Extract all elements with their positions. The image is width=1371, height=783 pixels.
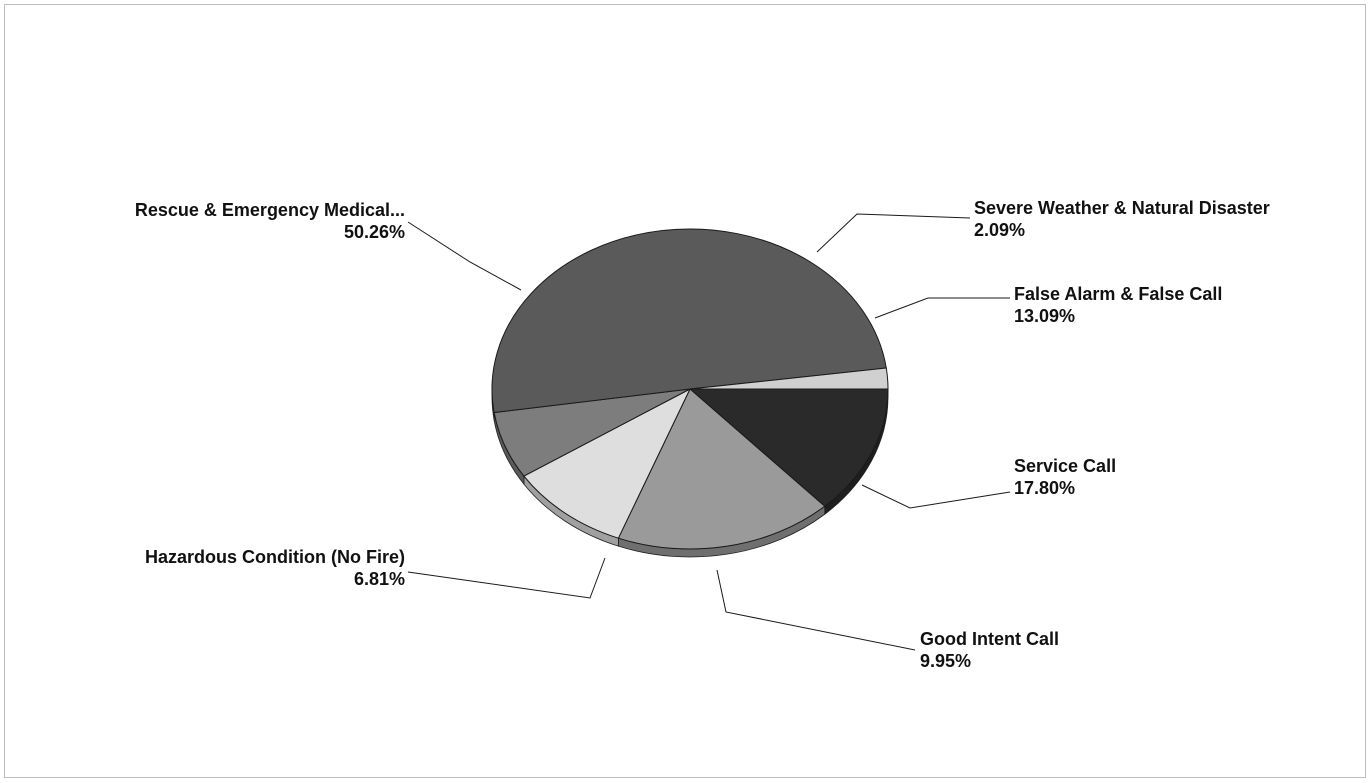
slice-label: Severe Weather & Natural Disaster bbox=[974, 198, 1270, 218]
leader-line bbox=[407, 221, 522, 291]
slice-label: Service Call bbox=[1014, 456, 1116, 476]
pie-slice bbox=[523, 387, 692, 539]
pie-slice bbox=[689, 367, 889, 390]
slice-percent-label: 50.26% bbox=[344, 222, 405, 242]
slice-percent-label: 13.09% bbox=[1014, 306, 1075, 326]
leader-line bbox=[716, 569, 916, 651]
pie-slice bbox=[617, 388, 826, 550]
leader-line bbox=[816, 213, 971, 253]
leader-line bbox=[874, 297, 1010, 319]
pie-slice bbox=[688, 388, 889, 507]
slice-label: Hazardous Condition (No Fire) bbox=[145, 547, 405, 567]
slice-percent-label: 6.81% bbox=[354, 569, 405, 589]
leader-line bbox=[861, 484, 1011, 509]
pie-slice bbox=[491, 228, 887, 414]
slice-percent-label: 2.09% bbox=[974, 220, 1025, 240]
leader-line bbox=[407, 557, 606, 599]
slice-label: Rescue & Emergency Medical... bbox=[135, 200, 405, 220]
slice-label: Good Intent Call bbox=[920, 629, 1059, 649]
slice-percent-label: 9.95% bbox=[920, 651, 971, 671]
slice-percent-label: 17.80% bbox=[1014, 478, 1075, 498]
slice-label: False Alarm & False Call bbox=[1014, 284, 1222, 304]
